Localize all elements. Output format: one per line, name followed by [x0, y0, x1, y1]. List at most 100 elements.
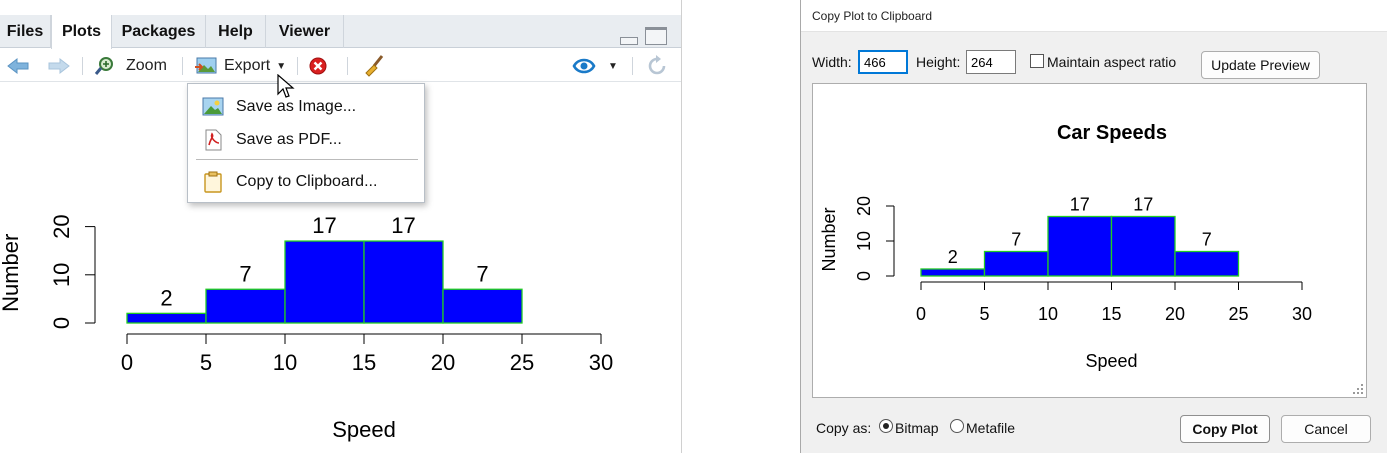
- x-tick-label: 25: [510, 350, 534, 375]
- width-input[interactable]: [858, 50, 908, 74]
- y-tick-label: 20: [49, 214, 74, 238]
- x-tick-label: 15: [352, 350, 376, 375]
- x-tick-label: 20: [431, 350, 455, 375]
- histogram-bar: [1110, 215, 1176, 277]
- bar-data-label: 17: [1133, 195, 1153, 215]
- bar-data-label: 7: [1202, 230, 1212, 250]
- x-tick-label: 15: [1101, 304, 1121, 324]
- bar-data-label: 7: [476, 261, 488, 286]
- zoom-icon: [94, 57, 113, 75]
- export-button[interactable]: Export ▼: [194, 53, 286, 79]
- bar-data-label: 7: [1011, 230, 1021, 250]
- clear-all-broom-icon[interactable]: [362, 53, 386, 79]
- histogram-chart: 2 7 17 17 7 0 5 10 15 20 25 30 Speed 0 10 20 Number: [0, 213, 613, 442]
- rstudio-plots-pane: Files Plots Packages Help Viewer Zoom Ex…: [0, 0, 682, 453]
- x-tick-label: 10: [1038, 304, 1058, 324]
- histogram-bar: [983, 250, 1049, 277]
- copy-as-label: Copy as:: [816, 420, 872, 436]
- dialog-title-bar: Copy Plot to Clipboard: [801, 0, 1387, 32]
- zoom-label: Zoom: [126, 57, 167, 74]
- y-tick-label: 0: [49, 317, 74, 329]
- height-label: Height:: [916, 54, 961, 70]
- y-axis-title: Number: [819, 208, 839, 272]
- plots-toolbar: Zoom Export ▼ ▼: [0, 49, 681, 82]
- tab-packages[interactable]: Packages: [112, 15, 206, 48]
- menu-item-label: Save as PDF...: [236, 131, 342, 148]
- menu-item-label: Copy to Clipboard...: [236, 173, 378, 190]
- update-preview-button[interactable]: Update Preview: [1201, 51, 1320, 79]
- x-tick-label: 10: [273, 350, 297, 375]
- histogram-bar: [363, 240, 444, 324]
- x-tick-label: 0: [916, 304, 926, 324]
- x-tick-label: 5: [200, 350, 212, 375]
- image-icon: [202, 97, 224, 116]
- y-tick-label: 10: [49, 263, 74, 287]
- x-tick-label: 30: [589, 350, 613, 375]
- menu-item-copy-to-clipboard[interactable]: Copy to Clipboard...: [188, 167, 426, 197]
- x-axis-title: Speed: [332, 417, 396, 442]
- bitmap-label: Bitmap: [895, 420, 939, 436]
- tab-plots[interactable]: Plots: [51, 15, 112, 49]
- dialog-title: Copy Plot to Clipboard: [812, 9, 933, 23]
- plot-area: 2 7 17 17 7 0 5 10 15 20 25 30 Speed 0 10 20 Number: [0, 82, 681, 453]
- export-dropdown-menu: Save as Image... Save as PDF... Copy to …: [187, 83, 425, 203]
- metafile-label: Metafile: [966, 420, 1016, 436]
- maximize-pane-icon[interactable]: [645, 27, 667, 45]
- x-tick-label: 0: [121, 350, 133, 375]
- bar-data-label: 17: [391, 213, 415, 238]
- back-arrow-icon[interactable]: [6, 53, 30, 79]
- refresh-icon[interactable]: [645, 53, 669, 79]
- publish-icon[interactable]: ▼: [572, 53, 618, 79]
- zoom-button[interactable]: Zoom: [94, 53, 167, 79]
- height-input[interactable]: [966, 50, 1016, 74]
- maintain-aspect-checkbox[interactable]: [1030, 54, 1044, 68]
- bar-data-label: 7: [239, 261, 251, 286]
- maintain-aspect-label: Maintain aspect ratio: [1047, 54, 1177, 70]
- copy-plot-dialog: Copy Plot to Clipboard Width: Height: Ma…: [800, 0, 1387, 453]
- menu-item-save-as-pdf[interactable]: Save as PDF...: [188, 125, 426, 155]
- histogram-bar: [1174, 250, 1240, 277]
- x-tick-label: 20: [1165, 304, 1185, 324]
- remove-plot-icon[interactable]: [307, 53, 329, 79]
- menu-divider: [196, 159, 418, 160]
- x-tick-label: 5: [979, 304, 989, 324]
- forward-arrow-icon[interactable]: [47, 53, 71, 79]
- minimize-pane-icon[interactable]: [620, 37, 638, 45]
- preview-histogram-chart: Car Speeds 2 7 17 17 7 0 5 10 15 20 25 30 Speed 0 10 20 N…: [819, 122, 1312, 371]
- cancel-button[interactable]: Cancel: [1281, 415, 1371, 443]
- y-axis-title: Number: [0, 234, 23, 312]
- publish-chevron-icon: ▼: [608, 60, 618, 72]
- tab-viewer[interactable]: Viewer: [266, 15, 344, 48]
- plot-preview: Car Speeds 2 7 17 17 7 0 5 10 15 20 25 30 Speed 0 10 20 N…: [812, 83, 1367, 398]
- chart-title: Car Speeds: [1057, 122, 1167, 144]
- width-label: Width:: [812, 54, 852, 70]
- menu-item-save-as-image[interactable]: Save as Image...: [188, 92, 426, 122]
- export-icon: [195, 57, 217, 74]
- clipboard-icon: [204, 171, 222, 193]
- chevron-down-icon: ▼: [276, 60, 287, 72]
- histogram-bar: [1047, 215, 1113, 277]
- pane-tab-bar: Files Plots Packages Help Viewer: [0, 15, 681, 49]
- x-axis-title: Speed: [1085, 351, 1137, 371]
- histogram-bar: [442, 288, 523, 324]
- tab-files[interactable]: Files: [0, 15, 51, 48]
- histogram-bar: [920, 268, 986, 277]
- menu-item-label: Save as Image...: [236, 98, 357, 115]
- bar-data-label: 2: [160, 285, 172, 310]
- export-label: Export: [224, 57, 271, 74]
- y-tick-label: 10: [854, 231, 874, 251]
- y-tick-label: 0: [854, 271, 874, 281]
- bar-data-label: 17: [1070, 195, 1090, 215]
- x-tick-label: 30: [1292, 304, 1312, 324]
- copy-plot-button[interactable]: Copy Plot: [1180, 415, 1270, 443]
- tab-help[interactable]: Help: [206, 15, 266, 48]
- histogram-bar: [205, 288, 286, 324]
- y-tick-label: 20: [854, 196, 874, 216]
- histogram-bar: [284, 240, 365, 324]
- pdf-icon: [205, 129, 222, 151]
- bitmap-radio[interactable]: [879, 419, 893, 433]
- bar-data-label: 2: [948, 247, 958, 267]
- resize-grip-icon[interactable]: [1350, 381, 1364, 395]
- bar-data-label: 17: [312, 213, 336, 238]
- metafile-radio[interactable]: [950, 419, 964, 433]
